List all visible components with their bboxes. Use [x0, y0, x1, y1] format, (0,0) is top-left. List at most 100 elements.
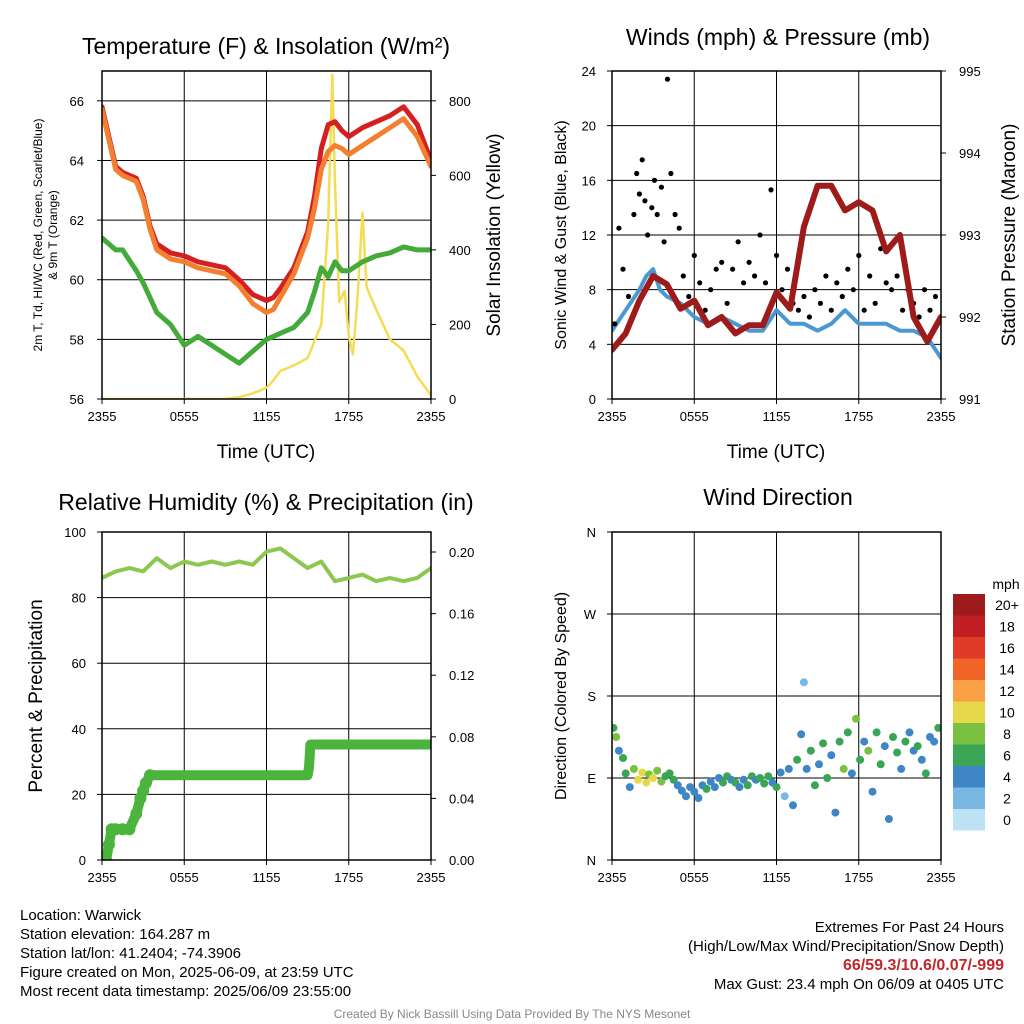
direction-point	[852, 714, 860, 723]
humidity-line	[102, 546, 431, 584]
direction-point	[860, 737, 869, 746]
precipitation-point	[123, 823, 136, 836]
direction-point	[921, 769, 930, 778]
humidity-tick-labels: 0 20 40 60 80 100 0.00 0.04 0.08 0.12 0.16 0.20 2355…	[64, 525, 474, 885]
gust-point	[828, 307, 834, 313]
legend-label: 2	[1003, 790, 1011, 806]
time-tick-label: 2355	[417, 870, 446, 885]
y-tick-label: 66	[70, 94, 84, 109]
time-tick-label: 2355	[88, 409, 117, 424]
y2-tick-label: 994	[959, 146, 981, 161]
winds-plot-area	[612, 76, 941, 360]
wind-direction-y-label: Direction (Colored By Speed)	[553, 592, 570, 800]
gust-point	[850, 287, 856, 293]
direction-point	[810, 781, 819, 790]
gust-point	[645, 232, 651, 238]
y2-tick-label: 0.04	[449, 791, 474, 806]
legend-swatch	[953, 701, 985, 723]
speed-color-legend: mph 20+ 18 16 14 12 10 8 6 4 2 0	[953, 576, 1020, 831]
y2-tick-label: 0.12	[449, 668, 474, 683]
direction-point	[735, 783, 744, 792]
time-tick-label: 1155	[763, 870, 791, 885]
y2-tick-label: 992	[959, 310, 981, 325]
gust-point	[616, 225, 622, 231]
insolation-line	[102, 73, 431, 399]
time-tick-label: 1155	[763, 409, 791, 424]
extremes-info: Extremes For Past 24 Hours (High/Low/Max…	[688, 918, 1004, 994]
direction-point	[642, 778, 651, 787]
winds-y-label: Sonic Wind & Gust (Blue, Black)	[553, 120, 570, 349]
gust-point	[680, 273, 686, 279]
gust-point	[724, 300, 730, 306]
humidity-panel: Relative Humidity (%) & Precipitation (i…	[26, 489, 474, 885]
direction-point	[634, 775, 642, 784]
latlon-text: Station lat/lon: 41.2404; -74.3906	[20, 945, 242, 962]
legend-label: 16	[999, 640, 1015, 656]
temperature-y-label-line2: & 9m T (Orange)	[46, 190, 60, 280]
y-tick-label: 0	[79, 853, 86, 868]
direction-point	[831, 808, 840, 817]
y-tick-label: 12	[582, 228, 596, 243]
gust-point	[730, 266, 736, 272]
extremes-title: Extremes For Past 24 Hours	[814, 919, 1004, 936]
legend-label: 10	[999, 704, 1015, 720]
direction-point	[619, 754, 627, 762]
y2-tick-label: 995	[959, 64, 981, 79]
direction-point	[669, 775, 678, 784]
direction-point	[876, 760, 885, 769]
time-tick-label: 2355	[598, 870, 627, 885]
y-tick-label: 62	[70, 213, 84, 228]
y2-tick-label: 0.20	[449, 545, 474, 560]
direction-point	[806, 746, 815, 755]
humidity-plot-area	[102, 546, 431, 860]
time-tick-label: 0555	[170, 870, 199, 885]
gust-point	[661, 239, 667, 245]
gust-point	[817, 300, 824, 306]
gust-point	[612, 321, 618, 327]
gust-point	[927, 307, 933, 313]
y-tick-label: 20	[72, 787, 86, 802]
legend-swatch	[953, 637, 985, 659]
direction-point	[856, 755, 865, 764]
legend-label: 8	[1003, 726, 1011, 742]
direction-point	[739, 775, 748, 784]
gust-point	[708, 287, 714, 293]
direction-point	[872, 728, 881, 737]
legend-swatch	[953, 658, 985, 680]
temperature-y2-label: Solar Insolation (Yellow)	[484, 133, 505, 336]
direction-point	[780, 792, 789, 801]
direction-point	[784, 764, 793, 773]
gust-point	[872, 300, 878, 306]
legend-label: 0	[1003, 812, 1011, 828]
direction-point	[905, 728, 914, 737]
gust-point	[631, 211, 637, 218]
extremes-values: 66/59.3/10.6/0.07/-999	[842, 957, 1004, 974]
direction-point	[847, 769, 856, 778]
y-tick-label: 8	[589, 283, 596, 298]
y-tick-label: 4	[589, 337, 596, 352]
legend-label: 12	[999, 683, 1015, 699]
y-tick-label: 64	[70, 153, 84, 168]
y-tick-label: 24	[582, 64, 596, 79]
gust-point	[795, 307, 802, 313]
gust-point	[752, 273, 758, 279]
created-text: Figure created on Mon, 2025-06-09, at 23…	[20, 964, 354, 981]
direction-point	[612, 733, 621, 741]
gust-point	[839, 293, 845, 300]
max-gust-text: Max Gust: 23.4 mph On 06/09 at 0405 UTC	[713, 976, 1004, 993]
gust-point	[845, 266, 851, 272]
direction-point	[797, 730, 806, 739]
credit-line: Created By Nick Bassill Using Data Provi…	[333, 1007, 691, 1021]
gust-point	[691, 252, 697, 259]
gust-point	[719, 259, 725, 265]
direction-point	[719, 778, 727, 787]
gust-point	[784, 266, 791, 272]
legend-label: 14	[999, 661, 1015, 677]
winds-y2-label: Station Pressure (Maroon)	[999, 124, 1020, 347]
gust-point	[642, 198, 648, 204]
gust-point	[757, 232, 763, 238]
y2-tick-label: 400	[449, 243, 471, 258]
direction-point	[772, 783, 781, 792]
